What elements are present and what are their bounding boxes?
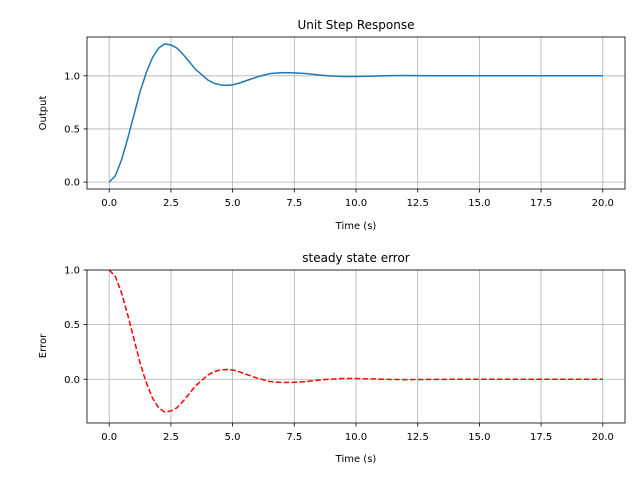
x-tick-label: 10.0 xyxy=(345,198,367,209)
x-tick-label: 15.0 xyxy=(468,198,490,209)
y-tick-label: 1.0 xyxy=(64,71,80,82)
step-response-chart: Unit Step Response 0.0 2.5 5.0 7.5 10.0 12.5 1… xyxy=(38,18,626,232)
plot-area xyxy=(108,269,603,413)
x-tick-label: 0.0 xyxy=(101,432,117,443)
x-tick-label: 12.5 xyxy=(407,198,429,209)
y-tick-label: 0.0 xyxy=(64,375,80,386)
steady-state-error-chart: steady state error 0.0 2.5 5.0 7.5 10.0 12.5 1… xyxy=(38,251,626,465)
ticks: 0.0 2.5 5.0 7.5 10.0 12.5 15.0 17.5 20.0 0.0 0.5 1.… xyxy=(64,266,614,444)
x-tick-label: 5.0 xyxy=(225,432,241,443)
x-tick-label: 7.5 xyxy=(286,432,302,443)
x-tick-label: 10.0 xyxy=(345,432,367,443)
x-tick-label: 20.0 xyxy=(592,198,614,209)
x-tick-label: 12.5 xyxy=(407,432,429,443)
x-tick-label: 2.5 xyxy=(163,432,179,443)
x-tick-label: 20.0 xyxy=(592,432,614,443)
y-axis-label: Error xyxy=(38,333,49,358)
chart-title: steady state error xyxy=(302,251,410,265)
x-tick-label: 17.5 xyxy=(530,432,552,443)
x-tick-label: 17.5 xyxy=(530,198,552,209)
y-tick-label: 0.5 xyxy=(64,320,80,331)
series-line xyxy=(108,269,603,413)
chart-title: Unit Step Response xyxy=(297,18,414,32)
y-tick-label: 0.5 xyxy=(64,124,80,135)
x-axis-label: Time (s) xyxy=(335,454,377,465)
x-tick-label: 0.0 xyxy=(101,198,117,209)
y-axis-label: Output xyxy=(38,96,49,131)
y-tick-label: 0.0 xyxy=(64,178,80,189)
x-tick-label: 2.5 xyxy=(163,198,179,209)
plot-area xyxy=(108,43,603,183)
x-tick-label: 5.0 xyxy=(225,198,241,209)
x-tick-label: 15.0 xyxy=(468,432,490,443)
series-line xyxy=(108,43,603,183)
x-tick-label: 7.5 xyxy=(286,198,302,209)
x-axis-label: Time (s) xyxy=(335,221,377,232)
ticks: 0.0 2.5 5.0 7.5 10.0 12.5 15.0 17.5 20.0 0.0 0.5 1.… xyxy=(64,71,614,209)
y-tick-label: 1.0 xyxy=(64,266,80,277)
